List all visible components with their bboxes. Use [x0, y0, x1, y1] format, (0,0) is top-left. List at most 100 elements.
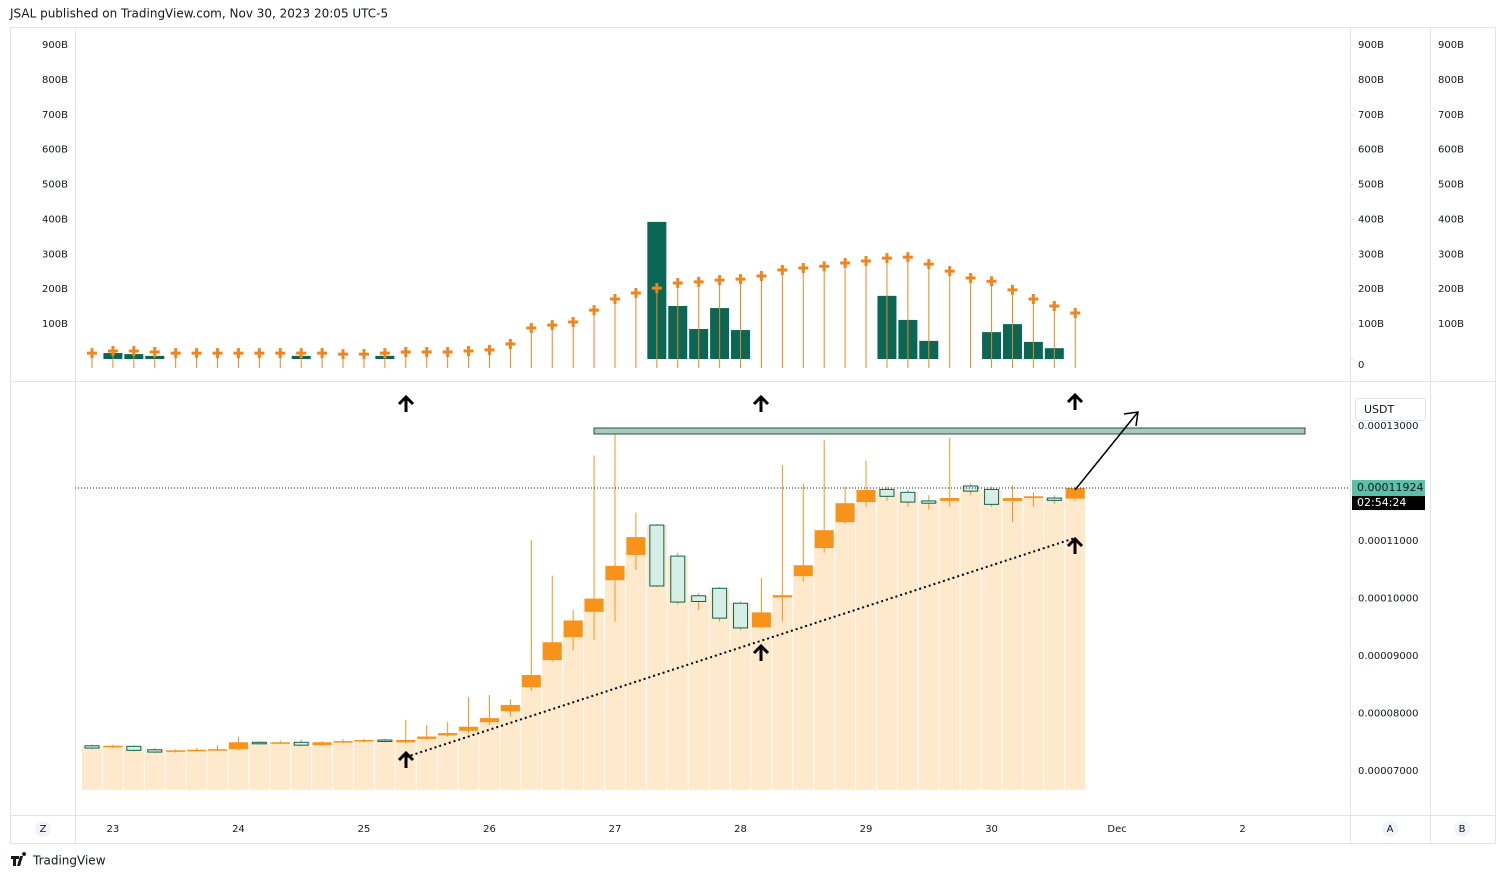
cross-marker — [463, 345, 474, 356]
y-tick-label: 600B — [1438, 145, 1464, 156]
candle-body — [126, 745, 142, 751]
cross-marker — [149, 347, 160, 358]
y-tick-label: 700B — [1438, 110, 1464, 121]
cross-marker — [1028, 293, 1039, 304]
cross-marker — [87, 348, 97, 359]
volume-profile-column — [939, 498, 960, 790]
x-tick-label: 23 — [107, 824, 120, 835]
button-bg[interactable] — [1454, 821, 1470, 837]
cross-marker — [233, 348, 244, 359]
cross-marker — [693, 276, 704, 287]
y-tick-label: 300B — [42, 249, 68, 260]
cross-marker — [965, 273, 976, 284]
cross-marker — [191, 348, 202, 359]
scale-button[interactable]: Z — [40, 824, 47, 835]
cross-marker — [421, 347, 432, 358]
volume-profile-column — [1023, 496, 1044, 790]
scale-button[interactable]: B — [1459, 824, 1466, 835]
cross-marker — [735, 274, 746, 285]
cross-marker — [442, 347, 453, 358]
y-tick-label: 0.00010000 — [1358, 594, 1418, 605]
candle-body — [84, 745, 100, 749]
candle-body — [921, 500, 937, 504]
y-tick-label: 500B — [1358, 180, 1384, 191]
candle-body — [251, 741, 267, 745]
candle-body — [856, 490, 876, 503]
volume-profile-column — [270, 742, 291, 790]
volume-profile-column — [102, 745, 123, 790]
cross-marker — [358, 349, 369, 360]
y-tick-label: 0.00007000 — [1358, 766, 1418, 777]
y-tick-label: 400B — [42, 214, 68, 225]
candle-body — [1046, 497, 1062, 501]
volume-profile-column — [625, 537, 646, 790]
candle-body — [879, 488, 895, 497]
volume-profile-column — [856, 490, 877, 790]
cross-marker — [400, 347, 411, 358]
y-tick-label: 700B — [42, 110, 68, 121]
cross-marker — [672, 277, 683, 288]
y-tick-label: 100B — [1438, 319, 1464, 330]
candle-body — [479, 718, 499, 723]
volume-profile-column — [897, 492, 918, 790]
y-tick-label: 200B — [42, 284, 68, 295]
y-tick-label: 900B — [42, 40, 68, 51]
currency-label[interactable]: USDT — [1364, 403, 1395, 416]
volume-profile-column — [709, 588, 730, 790]
candle-body — [691, 595, 707, 602]
candle-body — [521, 675, 541, 688]
currency-box[interactable] — [1355, 398, 1426, 421]
up-arrow — [397, 750, 415, 768]
volume-profile-column — [542, 642, 563, 790]
scale-button[interactable]: A — [1387, 824, 1394, 835]
volume-profile-column — [416, 736, 437, 790]
volume-profile-column — [667, 556, 688, 790]
y-tick-label: 100B — [42, 319, 68, 330]
volume-profile-column — [688, 595, 709, 790]
x-tick-label: 28 — [734, 824, 747, 835]
volume-profile-column — [814, 530, 835, 790]
volume-profile-column — [563, 620, 584, 790]
candle-body — [354, 740, 374, 742]
cross-marker — [505, 338, 516, 349]
volume-profile-column — [730, 603, 751, 790]
y-tick-label: 700B — [1358, 110, 1384, 121]
candle-body — [900, 491, 916, 503]
up-arrow — [397, 394, 415, 412]
cross-marker — [338, 349, 349, 360]
y-tick-label: 500B — [42, 180, 68, 191]
up-arrow — [752, 643, 770, 661]
cross-marker — [547, 320, 558, 331]
candle-body — [670, 555, 686, 603]
x-tick-label: 29 — [860, 824, 873, 835]
volume-profile-column — [751, 612, 772, 790]
candle-body — [333, 741, 353, 743]
y-tick-label: 500B — [1438, 180, 1464, 191]
y-tick-label: 100B — [1358, 319, 1384, 330]
y-tick-label: 300B — [1358, 249, 1384, 260]
y-tick-label: 200B — [1438, 284, 1464, 295]
button-bg[interactable] — [35, 821, 51, 837]
cross-marker — [610, 293, 620, 304]
volume-profile-column — [123, 746, 144, 790]
up-arrows — [397, 392, 1084, 768]
volume-profile-column — [918, 500, 939, 790]
volume-profile-column — [772, 595, 793, 790]
cross-marker — [923, 259, 934, 270]
volume-profile-column — [458, 726, 479, 790]
cross-marker — [379, 348, 390, 359]
candle-body — [312, 742, 332, 746]
projection-arrow — [1074, 411, 1139, 491]
x-tick-label: 27 — [609, 824, 622, 835]
cross-marker — [902, 252, 913, 263]
cross-marker — [484, 344, 495, 355]
cross-marker — [944, 266, 955, 277]
button-bg[interactable] — [1382, 821, 1398, 837]
cross-marker — [128, 345, 139, 356]
volume-profile-column — [646, 525, 667, 790]
volume-profile-column — [1065, 488, 1086, 790]
volume-profile-column — [374, 740, 395, 790]
volume-profile-column — [291, 742, 312, 790]
cross-marker — [756, 270, 767, 281]
